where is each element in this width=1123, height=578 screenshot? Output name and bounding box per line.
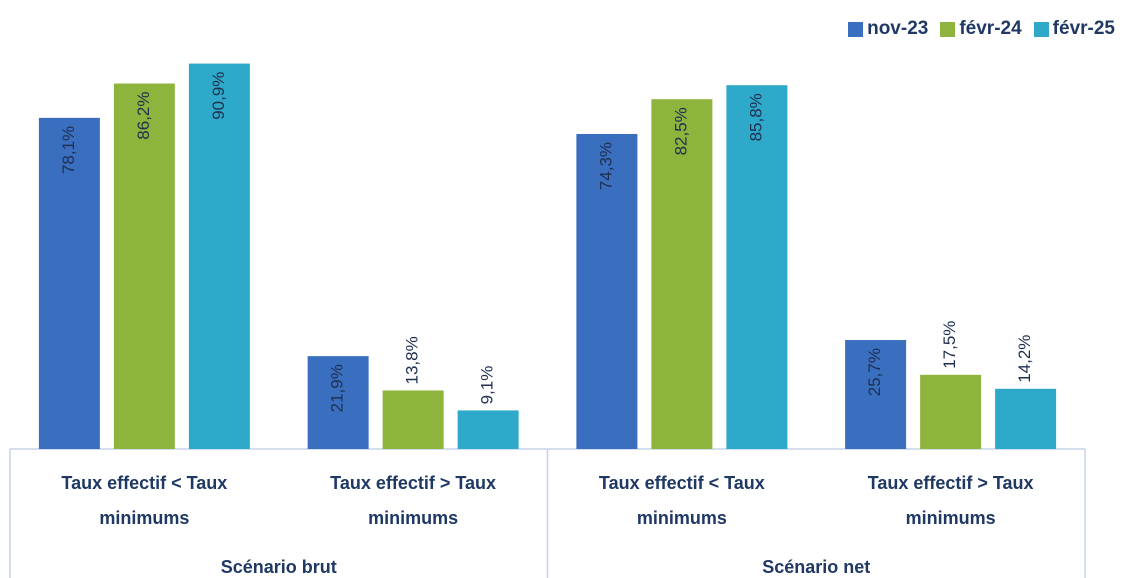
legend: nov-23 févr-24 févr-25 [848,18,1115,40]
legend-label: févr-25 [1052,18,1115,39]
x-tick-label: Taux effectif > Taux minimums [330,473,497,528]
value-label: 86,2% [134,92,153,140]
group-label: Scénario brut [220,557,337,577]
legend-label: févr-24 [959,18,1022,39]
legend-swatch [940,21,956,37]
group-label: Scénario net [762,557,871,577]
legend-label: nov-23 [867,18,929,39]
legend-item: févr-25 [1033,18,1115,40]
value-label: 21,9% [328,364,347,412]
bar [726,85,788,449]
bar [576,133,638,449]
bar [307,356,369,449]
bar [188,63,250,450]
legend-swatch [1033,21,1049,37]
bar [845,340,907,449]
value-label: 74,3% [596,142,615,190]
value-label: 78,1% [59,126,78,174]
value-label: 9,1% [478,366,497,405]
x-tick-label: Taux effectif < Taux minimums [61,473,228,528]
value-label: 25,7% [865,348,884,396]
bar [651,99,713,449]
bar [920,374,982,449]
x-tick-label: Taux effectif < Taux minimums [598,473,765,528]
value-label: 13,8% [403,336,422,384]
bar [995,388,1057,449]
value-label: 17,5% [940,321,959,369]
bar [38,117,100,449]
x-tick-label: Taux effectif > Taux minimums [867,473,1034,528]
bar [113,83,175,450]
legend-item: févr-24 [940,18,1022,40]
value-label: 85,8% [746,93,765,141]
value-label: 90,9% [209,72,228,120]
value-label: 14,2% [1015,335,1034,383]
value-label: 82,5% [671,107,690,155]
legend-item: nov-23 [848,18,928,40]
bar [382,390,444,449]
bar [457,410,519,449]
legend-swatch [848,21,864,37]
